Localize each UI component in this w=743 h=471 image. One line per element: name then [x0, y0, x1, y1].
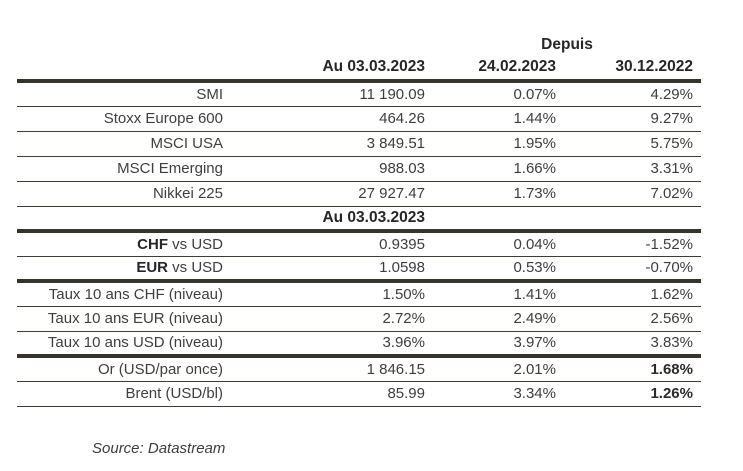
row-label: Taux 10 ans CHF (niveau) [17, 281, 257, 307]
currency-pair-suffix: vs USD [167, 259, 223, 277]
table-row-stoxx: Stoxx Europe 600 464.26 1.44% 9.27% [17, 106, 701, 132]
row-pct-2: 3.83% [564, 331, 701, 358]
row-value: 3.96% [257, 331, 433, 358]
row-value: 85.99 [257, 381, 433, 407]
row-value: 27 927.47 [257, 181, 433, 207]
empty-cell [17, 206, 257, 233]
row-pct-1: 3.34% [433, 381, 564, 407]
column-header-row: Au 03.03.2023 24.02.2023 30.12.2022 [17, 55, 701, 83]
row-value: 464.26 [257, 106, 433, 132]
table-row-chf-usd: CHF vs USD 0.9395 0.04% -1.52% [17, 231, 701, 257]
row-label: Stoxx Europe 600 [17, 106, 257, 132]
row-value: 0.9395 [257, 231, 433, 257]
empty-cell [257, 36, 433, 55]
row-label: Or (USD/par once) [17, 356, 257, 382]
row-pct-1: 1.44% [433, 106, 564, 132]
empty-cell [564, 206, 701, 233]
row-label: MSCI Emerging [17, 156, 257, 182]
row-value: 1 846.15 [257, 356, 433, 382]
table-row-taux-eur: Taux 10 ans EUR (niveau) 2.72% 2.49% 2.5… [17, 306, 701, 332]
col-header-since-1: 24.02.2023 [433, 55, 564, 83]
market-data-table: Depuis Au 03.03.2023 24.02.2023 30.12.20… [17, 36, 701, 407]
row-pct-1: 2.01% [433, 356, 564, 382]
row-pct-1: 1.73% [433, 181, 564, 207]
row-pct-1: 0.53% [433, 256, 564, 283]
row-pct-1: 1.95% [433, 131, 564, 157]
row-value: 1.50% [257, 281, 433, 307]
row-pct-2: 9.27% [564, 106, 701, 132]
table-row-smi: SMI 11 190.09 0.07% 4.29% [17, 81, 701, 107]
row-pct-1: 0.07% [433, 81, 564, 107]
row-label: Taux 10 ans USD (niveau) [17, 331, 257, 358]
row-pct-1: 2.49% [433, 306, 564, 332]
table-row-eur-usd: EUR vs USD 1.0598 0.53% -0.70% [17, 256, 701, 283]
table-row-nikkei: Nikkei 225 27 927.47 1.73% 7.02% [17, 181, 701, 207]
row-label: MSCI USA [17, 131, 257, 157]
row-pct-1: 1.41% [433, 281, 564, 307]
depuis-header-row: Depuis [17, 36, 701, 55]
currency-code: EUR [136, 259, 168, 277]
table-row-brent: Brent (USD/bl) 85.99 3.34% 1.26% [17, 381, 701, 407]
table-row-taux-chf: Taux 10 ans CHF (niveau) 1.50% 1.41% 1.6… [17, 281, 701, 307]
row-label: Nikkei 225 [17, 181, 257, 207]
row-pct-2: 1.62% [564, 281, 701, 307]
table-row-or: Or (USD/par once) 1 846.15 2.01% 1.68% [17, 356, 701, 382]
depuis-label: Depuis [541, 36, 593, 53]
row-label: Brent (USD/bl) [17, 381, 257, 407]
section-header-row: Au 03.03.2023 [17, 206, 701, 233]
row-pct-2: 3.31% [564, 156, 701, 182]
row-label: EUR vs USD [17, 256, 257, 283]
empty-cell [17, 36, 257, 55]
currency-code: CHF [137, 235, 168, 253]
row-pct-2: -1.52% [564, 231, 701, 257]
source-attribution: Source: Datastream [92, 440, 226, 457]
row-pct-2: 1.26% [564, 381, 701, 407]
row-pct-2: -0.70% [564, 256, 701, 283]
row-pct-2: 1.68% [564, 356, 701, 382]
row-value: 11 190.09 [257, 81, 433, 107]
row-value: 1.0598 [257, 256, 433, 283]
table-row-msci-emerging: MSCI Emerging 988.03 1.66% 3.31% [17, 156, 701, 182]
section-header-date: Au 03.03.2023 [257, 206, 433, 233]
currency-pair-suffix: vs USD [167, 235, 223, 253]
row-pct-1: 0.04% [433, 231, 564, 257]
empty-cell [433, 206, 564, 233]
table-row-taux-usd: Taux 10 ans USD (niveau) 3.96% 3.97% 3.8… [17, 331, 701, 358]
empty-cell [17, 55, 257, 83]
row-value: 2.72% [257, 306, 433, 332]
row-value: 988.03 [257, 156, 433, 182]
row-pct-1: 1.66% [433, 156, 564, 182]
table-row-msci-usa: MSCI USA 3 849.51 1.95% 5.75% [17, 131, 701, 157]
row-label: CHF vs USD [17, 231, 257, 257]
row-pct-2: 4.29% [564, 81, 701, 107]
row-label: Taux 10 ans EUR (niveau) [17, 306, 257, 332]
row-pct-2: 2.56% [564, 306, 701, 332]
row-pct-1: 3.97% [433, 331, 564, 358]
col-header-since-2: 30.12.2022 [564, 55, 701, 83]
col-header-value-date: Au 03.03.2023 [257, 55, 433, 83]
row-value: 3 849.51 [257, 131, 433, 157]
row-label: SMI [17, 81, 257, 107]
row-pct-2: 7.02% [564, 181, 701, 207]
row-pct-2: 5.75% [564, 131, 701, 157]
